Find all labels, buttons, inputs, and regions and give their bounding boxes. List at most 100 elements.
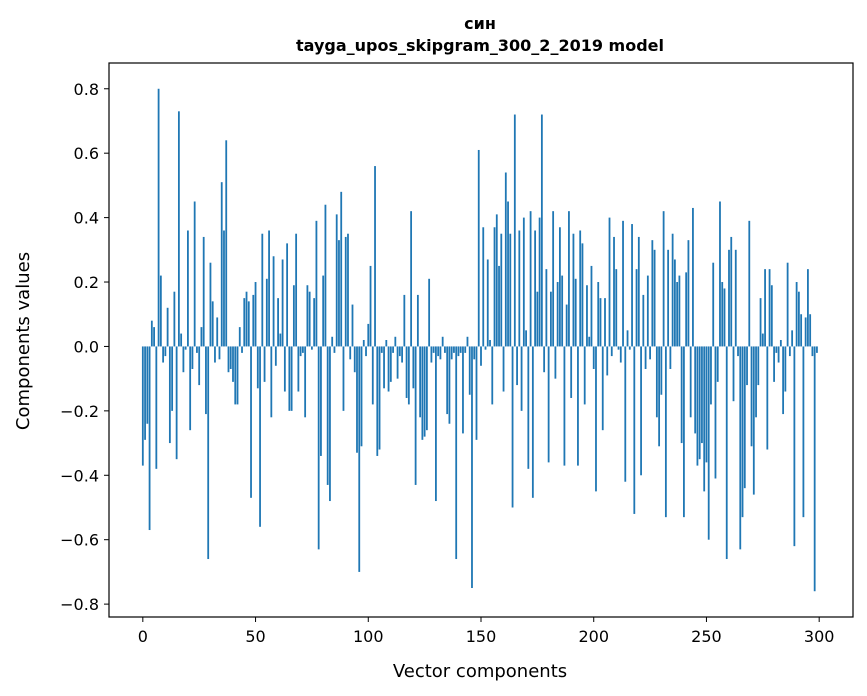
y-tick-label: 0.6 (74, 144, 99, 163)
bar-component-14 (173, 291, 176, 347)
bar-component-210 (615, 269, 618, 347)
bar-component-299 (816, 346, 818, 353)
bar-component-261 (730, 236, 733, 347)
bar-component-203 (599, 298, 602, 347)
bar-component-37 (225, 140, 228, 347)
bar-component-187 (563, 346, 566, 466)
bar-component-292 (800, 314, 803, 347)
bar-component-106 (380, 346, 383, 353)
bar-component-175 (536, 291, 539, 347)
bar-component-196 (583, 346, 586, 405)
bar-component-149 (477, 149, 480, 347)
bar-component-276 (764, 269, 766, 347)
bar-component-243 (689, 346, 692, 418)
bar-component-124 (421, 346, 424, 440)
bar-component-25 (198, 346, 201, 386)
bar-component-89 (342, 346, 345, 411)
bar-component-57 (270, 346, 273, 418)
bar-component-189 (568, 211, 570, 347)
bar-component-11 (166, 307, 169, 347)
bar-component-274 (759, 298, 762, 347)
bar-component-103 (374, 166, 376, 347)
bar-component-29 (207, 346, 210, 560)
y-tick-label: 0.2 (74, 273, 99, 292)
bar-component-116 (403, 294, 406, 347)
bar-component-77 (315, 220, 318, 347)
bar-component-111 (392, 346, 394, 353)
bar-component-182 (552, 211, 555, 347)
bar-component-256 (719, 201, 721, 347)
bar-component-158 (498, 265, 500, 347)
bar-component-221 (640, 346, 642, 476)
bar-component-267 (743, 346, 746, 489)
bar-component-17 (180, 333, 183, 347)
y-tick-label: 0.8 (74, 80, 99, 99)
bar-component-238 (678, 275, 681, 347)
bar-component-133 (441, 336, 444, 347)
bar-component-81 (324, 204, 327, 347)
bar-component-216 (628, 346, 631, 350)
bar-component-143 (464, 346, 467, 353)
bar-component-140 (457, 346, 460, 357)
bar-component-217 (631, 224, 633, 347)
bar-component-167 (518, 230, 521, 347)
bar-component-102 (371, 346, 374, 405)
bar-component-204 (601, 346, 604, 431)
bar-component-268 (746, 346, 748, 386)
bar-component-170 (525, 330, 527, 347)
bar-component-155 (491, 346, 494, 405)
bar-component-214 (624, 346, 627, 482)
bar-component-179 (545, 269, 548, 347)
bar-component-36 (223, 230, 225, 347)
bar-component-282 (777, 346, 780, 363)
bar-component-86 (335, 214, 338, 347)
bar-component-202 (597, 282, 600, 347)
bar-component-263 (734, 249, 737, 347)
bar-component-31 (211, 301, 214, 347)
bar-component-219 (635, 269, 638, 347)
bar-component-54 (263, 346, 266, 382)
y-tick-label: −0.8 (60, 595, 99, 614)
bar-component-294 (804, 317, 807, 347)
bar-component-248 (701, 346, 703, 444)
bar-component-254 (714, 346, 717, 479)
bar-component-198 (588, 336, 591, 347)
bar-component-229 (658, 346, 661, 447)
y-tick-label: 0.4 (74, 209, 99, 228)
bar-component-15 (175, 346, 178, 460)
bar-component-150 (480, 346, 482, 366)
bar-component-199 (590, 265, 593, 347)
bar-component-152 (484, 346, 487, 350)
bar-component-262 (732, 346, 735, 402)
bar-component-244 (692, 207, 694, 347)
bar-component-293 (802, 346, 805, 518)
bar-component-108 (385, 340, 388, 347)
bar-component-69 (297, 346, 300, 392)
bar-component-241 (685, 272, 688, 347)
bar-component-265 (739, 346, 742, 550)
bar-component-71 (301, 346, 304, 353)
bar-component-148 (475, 346, 478, 440)
bar-component-90 (344, 236, 347, 347)
bar-component-0 (141, 346, 144, 466)
bar-component-234 (669, 346, 672, 369)
bar-component-156 (493, 227, 496, 347)
bar-component-127 (428, 278, 431, 347)
bar-component-64 (286, 243, 289, 347)
bar-component-235 (671, 233, 674, 347)
bar-component-28 (205, 346, 207, 415)
bar-component-298 (813, 346, 816, 592)
y-tick-label: 0.0 (74, 337, 99, 356)
bar-component-43 (238, 327, 241, 347)
bar-component-87 (338, 240, 340, 347)
bar-component-51 (256, 346, 259, 389)
bar-component-24 (196, 346, 198, 353)
bar-component-94 (353, 346, 356, 373)
x-tick-label: 50 (245, 627, 265, 646)
bar-component-173 (531, 346, 534, 498)
bar-component-62 (281, 259, 284, 347)
bar-component-105 (378, 346, 381, 450)
bar-component-226 (651, 240, 654, 347)
bar-component-297 (811, 346, 814, 357)
bar-component-281 (775, 346, 778, 353)
